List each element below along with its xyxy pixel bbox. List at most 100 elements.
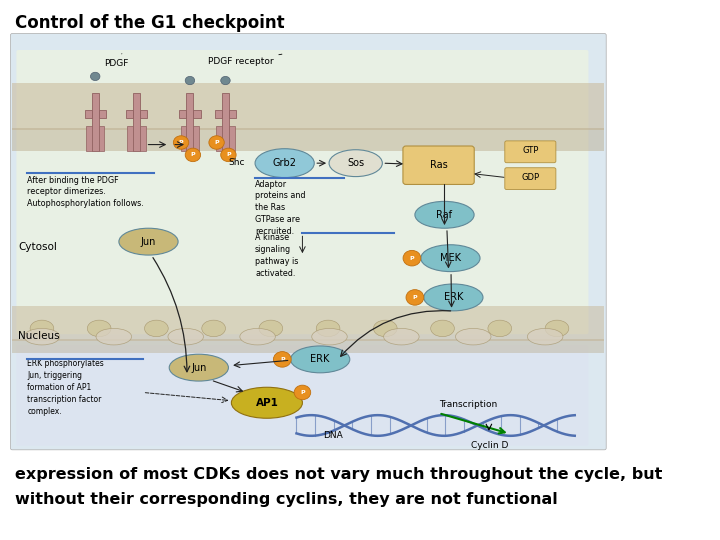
Bar — [194, 110, 201, 118]
Ellipse shape — [488, 320, 512, 336]
Circle shape — [174, 136, 189, 149]
Bar — [126, 110, 133, 118]
Text: Transcription: Transcription — [438, 400, 497, 409]
Text: Jun: Jun — [191, 363, 207, 373]
Bar — [186, 93, 194, 151]
FancyBboxPatch shape — [505, 168, 556, 190]
Bar — [12, 339, 604, 353]
Ellipse shape — [431, 320, 454, 336]
Bar — [140, 126, 146, 151]
Bar — [12, 128, 604, 151]
Text: GDP: GDP — [521, 173, 539, 182]
Ellipse shape — [24, 328, 60, 345]
Ellipse shape — [119, 228, 178, 255]
Bar — [215, 110, 222, 118]
Circle shape — [91, 72, 100, 80]
Text: Ras: Ras — [430, 160, 447, 170]
Ellipse shape — [545, 320, 569, 336]
Bar — [91, 93, 99, 151]
FancyBboxPatch shape — [17, 346, 588, 446]
Circle shape — [209, 136, 224, 149]
Text: P: P — [280, 357, 284, 362]
Text: P: P — [410, 255, 414, 261]
Text: ERK: ERK — [310, 354, 330, 364]
Ellipse shape — [87, 320, 111, 336]
Ellipse shape — [384, 328, 419, 345]
Bar — [229, 110, 236, 118]
FancyBboxPatch shape — [17, 50, 588, 334]
Ellipse shape — [329, 150, 382, 177]
Ellipse shape — [145, 320, 168, 336]
Bar — [99, 126, 104, 151]
Ellipse shape — [316, 320, 340, 336]
Text: Raf: Raf — [436, 210, 452, 220]
Text: P: P — [215, 140, 219, 145]
Ellipse shape — [424, 284, 483, 311]
Text: expression of most CDKs does not vary much throughout the cycle, but: expression of most CDKs does not vary mu… — [15, 467, 663, 482]
Bar — [84, 110, 91, 118]
Text: Cyclin D: Cyclin D — [471, 441, 508, 450]
Ellipse shape — [255, 148, 314, 178]
Text: Cytosol: Cytosol — [18, 242, 57, 252]
Text: P: P — [413, 295, 417, 300]
Circle shape — [221, 148, 236, 161]
Ellipse shape — [259, 320, 283, 336]
Text: After binding the PDGF
receptor dimerizes.
Autophosphorylation follows.: After binding the PDGF receptor dimerize… — [27, 176, 144, 208]
Circle shape — [403, 251, 420, 266]
Bar — [222, 93, 229, 151]
Text: Jun: Jun — [141, 237, 156, 247]
Ellipse shape — [527, 328, 563, 345]
Text: Shc: Shc — [228, 158, 245, 167]
Ellipse shape — [202, 320, 225, 336]
Bar — [229, 126, 235, 151]
Circle shape — [185, 76, 194, 85]
Text: Control of the G1 checkpoint: Control of the G1 checkpoint — [15, 14, 285, 31]
FancyBboxPatch shape — [11, 33, 606, 450]
Circle shape — [185, 148, 201, 161]
Bar — [127, 126, 133, 151]
Text: Nucleus: Nucleus — [18, 330, 60, 341]
Text: MEK: MEK — [440, 253, 461, 263]
Bar — [181, 126, 186, 151]
Text: PDGF: PDGF — [104, 53, 128, 68]
Text: PDGF receptor: PDGF receptor — [207, 54, 282, 66]
Bar — [86, 126, 91, 151]
Ellipse shape — [420, 245, 480, 272]
Circle shape — [274, 352, 291, 367]
Bar — [216, 126, 222, 151]
Ellipse shape — [169, 354, 228, 381]
Text: GTP: GTP — [522, 146, 539, 156]
Text: A kinase
signaling
pathway is
activated.: A kinase signaling pathway is activated. — [255, 233, 298, 278]
Bar — [12, 306, 604, 341]
Circle shape — [406, 289, 424, 305]
FancyBboxPatch shape — [403, 146, 474, 185]
Bar — [12, 83, 604, 130]
Bar — [194, 126, 199, 151]
Ellipse shape — [456, 328, 491, 345]
FancyBboxPatch shape — [505, 141, 556, 163]
Bar — [179, 110, 186, 118]
Text: ERK phosphorylates
Jun, triggering
formation of AP1
transcription factor
complex: ERK phosphorylates Jun, triggering forma… — [27, 360, 104, 416]
Circle shape — [221, 76, 230, 85]
Ellipse shape — [291, 346, 350, 373]
Text: P: P — [191, 152, 195, 157]
Ellipse shape — [240, 328, 275, 345]
Bar — [133, 93, 140, 151]
Ellipse shape — [415, 201, 474, 228]
Text: Sos: Sos — [347, 158, 364, 168]
Text: P: P — [179, 140, 184, 145]
Circle shape — [294, 385, 311, 400]
Text: AP1: AP1 — [256, 398, 279, 408]
Ellipse shape — [168, 328, 204, 345]
Bar — [140, 110, 148, 118]
Text: without their corresponding cyclins, they are not functional: without their corresponding cyclins, the… — [15, 492, 558, 508]
Text: P: P — [300, 390, 305, 395]
Text: ERK: ERK — [444, 293, 463, 302]
Bar — [99, 110, 106, 118]
Text: P: P — [226, 152, 230, 157]
Ellipse shape — [96, 328, 132, 345]
Ellipse shape — [231, 387, 302, 419]
Ellipse shape — [312, 328, 347, 345]
Ellipse shape — [30, 320, 54, 336]
Text: DNA: DNA — [323, 431, 343, 440]
